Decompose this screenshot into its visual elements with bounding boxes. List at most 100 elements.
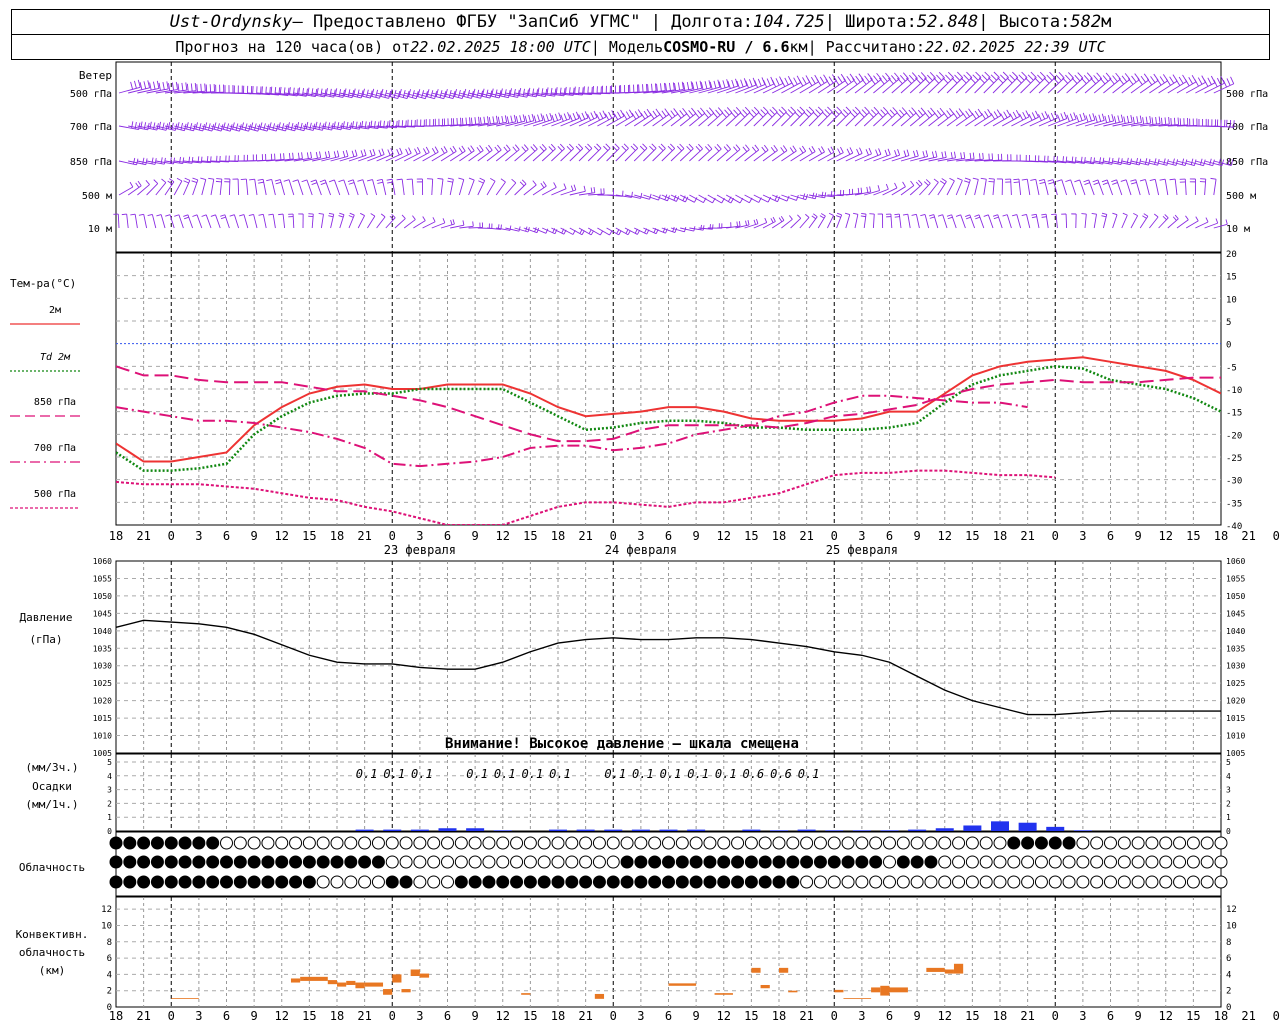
cloud-cover-circle [772, 875, 786, 889]
wind-barb-feather [1190, 158, 1194, 165]
wind-barb-icon [385, 147, 403, 162]
wind-barb-icon [808, 213, 818, 229]
time-axis-label: 18 [772, 529, 786, 543]
wind-barb-feather [336, 150, 340, 157]
wind-barb-feather [348, 182, 355, 185]
wind-barb-feather [609, 230, 613, 236]
wind-barb-feather [551, 114, 555, 122]
wind-barb-staff [1010, 178, 1012, 196]
wind-barb-staff [891, 155, 910, 162]
wind-barb-feather [699, 80, 703, 89]
wind-barb-feather [1000, 113, 1005, 120]
cloud-cover-icon [289, 855, 303, 869]
wind-barb-icon [652, 143, 666, 162]
wind-barb-feather [333, 121, 336, 129]
wind-barb-staff [928, 77, 945, 94]
wind-barb-feather [380, 88, 384, 97]
wind-barb-feather [283, 153, 285, 160]
wind-barb-feather [285, 124, 288, 132]
time-axis-label: 0 [168, 529, 175, 543]
wind-barb-staff [808, 151, 825, 162]
conv-cloud-bar [383, 989, 393, 995]
wind-barb-feather [775, 78, 780, 86]
cloud-cover-icon [841, 875, 855, 889]
wind-barb-icon [486, 144, 502, 162]
wind-barb-feather [388, 90, 392, 99]
wind-barb-icon [266, 178, 276, 196]
wind-barb-feather [483, 116, 486, 124]
wind-barb-icon [1210, 177, 1217, 196]
wind-barb-feather [523, 144, 529, 150]
wind-barb-feather [739, 111, 746, 118]
cloud-cover-circle [427, 875, 441, 889]
wind-barb-icon [955, 177, 963, 196]
wind-barb-icon [422, 146, 439, 162]
wind-barb-feather [557, 146, 563, 152]
cloud-cover-icon [468, 855, 482, 869]
wind-barb-staff [348, 154, 367, 162]
cloud-cover-icon [399, 875, 413, 889]
wind-barb-feather [211, 124, 215, 132]
wind-barb-staff [661, 148, 676, 162]
bottom-time-axis-label: 6 [886, 1009, 893, 1023]
wind-barb-staff [385, 125, 406, 128]
wind-barb-feather [1041, 112, 1046, 120]
wind-barb-staff [643, 227, 657, 235]
wind-barb-icon [229, 122, 251, 132]
wind-barb-staff [496, 227, 511, 231]
cloud-cover-icon [827, 875, 841, 889]
wind-barb-icon [376, 148, 394, 162]
cloud-cover-icon [1076, 855, 1090, 869]
wind-barb-feather [334, 88, 338, 96]
wind-barb-staff [652, 89, 675, 94]
cloud-cover-circle [1159, 836, 1173, 850]
wind-barb-feather [434, 146, 439, 153]
wind-barb-icon [900, 107, 917, 127]
wind-barb-icon [900, 180, 915, 196]
cloud-cover-circle [220, 855, 233, 869]
wind-barb-feather [1159, 178, 1166, 181]
wind-barb-feather [1136, 116, 1139, 124]
wind-barb-staff [1075, 119, 1096, 127]
wind-barb-icon [606, 143, 620, 162]
wind-barb-feather [200, 177, 206, 180]
wind-barb-feather [290, 123, 294, 131]
wind-barb-icon [1213, 158, 1234, 167]
wind-barb-staff [477, 180, 486, 196]
wind-barb-feather [859, 147, 863, 154]
wind-barb-staff [670, 194, 686, 203]
time-axis-label: 12 [717, 529, 731, 543]
wind-barb-feather [1030, 178, 1036, 181]
wind-barb-icon [284, 122, 307, 132]
cloud-cover-circle [634, 855, 648, 869]
wind-barb-feather [695, 81, 699, 90]
wind-barb-feather [370, 213, 376, 217]
wind-barb-icon [1158, 158, 1179, 166]
wind-barb-icon [633, 108, 652, 127]
wind-barb-icon [1021, 178, 1031, 196]
wind-barb-feather [799, 106, 806, 113]
cloud-cover-icon [261, 855, 275, 869]
wind-barb-feather [1130, 115, 1133, 123]
wind-barb-feather [987, 77, 995, 84]
wind-barb-icon [201, 214, 212, 229]
wind-barb-feather [983, 214, 989, 217]
wind-barb-icon [413, 216, 426, 229]
wind-barb-feather [962, 112, 968, 119]
conv-ytick-left: 0 [107, 1003, 112, 1013]
cloud-cover-circle [675, 855, 689, 869]
temp-ytick-right: 0 [1226, 341, 1231, 351]
wind-barb-feather [1013, 178, 1019, 181]
wind-barb-feather [906, 149, 910, 156]
cloud-cover-icon [206, 855, 220, 869]
wind-barb-icon [1176, 158, 1197, 167]
cloud-cover-icon [1007, 836, 1021, 850]
wind-barb-feather [1047, 179, 1054, 182]
cloud-cover-circle [717, 836, 731, 850]
wind-barb-feather [570, 185, 574, 192]
wind-barb-feather [905, 112, 912, 118]
wind-barb-feather [458, 147, 463, 154]
cloud-cover-icon [482, 875, 496, 889]
wind-barb-icon [376, 88, 401, 99]
wind-barb-staff [698, 112, 715, 127]
